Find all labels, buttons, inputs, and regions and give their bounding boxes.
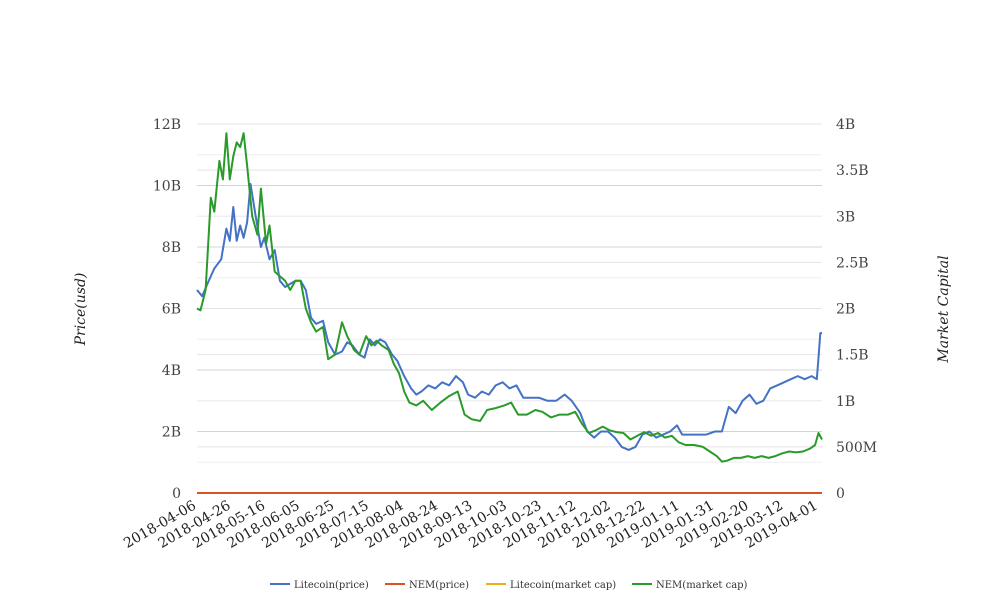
left-tick-label: 6B	[162, 302, 181, 318]
left-axis-title: Price(usd)	[73, 273, 89, 347]
legend-label: Litecoin(market cap)	[510, 580, 616, 591]
x-axis: 2018-04-062018-04-262018-05-162018-06-05…	[121, 498, 820, 552]
left-tick-label: 4B	[162, 363, 181, 379]
legend-label: Litecoin(price)	[294, 580, 369, 591]
right-tick-label: 4B	[836, 117, 855, 133]
right-tick-label: 1B	[836, 394, 855, 410]
right-tick-label: 2B	[836, 302, 855, 318]
right-axis-title: Market Capital	[936, 255, 952, 363]
series-line-litecoin-price	[196, 183, 822, 451]
left-axis: 0 2B 4B 6B 8B 10B 12B	[153, 117, 181, 502]
right-tick-label: 3.5B	[836, 163, 869, 179]
series-lines	[196, 132, 823, 494]
left-tick-label: 2B	[162, 425, 181, 441]
right-tick-label: 2.5B	[836, 255, 869, 271]
left-tick-label: 12B	[153, 117, 181, 133]
right-tick-label: 0	[836, 486, 845, 502]
right-axis: 0 500M 1B 1.5B 2B 2.5B 3B 3.5B 4B	[836, 117, 877, 502]
left-tick-label: 8B	[162, 240, 181, 256]
right-tick-label: 500M	[836, 440, 877, 456]
gridlines	[197, 123, 822, 494]
legend-label: NEM(price)	[409, 580, 469, 591]
left-tick-label: 10B	[153, 179, 181, 195]
right-tick-label: 1.5B	[836, 348, 869, 364]
series-line-nem-market-cap	[196, 132, 823, 463]
right-tick-label: 3B	[836, 209, 855, 225]
legend: Litecoin(price) NEM(price) Litecoin(market…	[270, 580, 748, 591]
left-tick-label: 0	[172, 486, 181, 502]
legend-label: NEM(market cap)	[656, 580, 748, 591]
